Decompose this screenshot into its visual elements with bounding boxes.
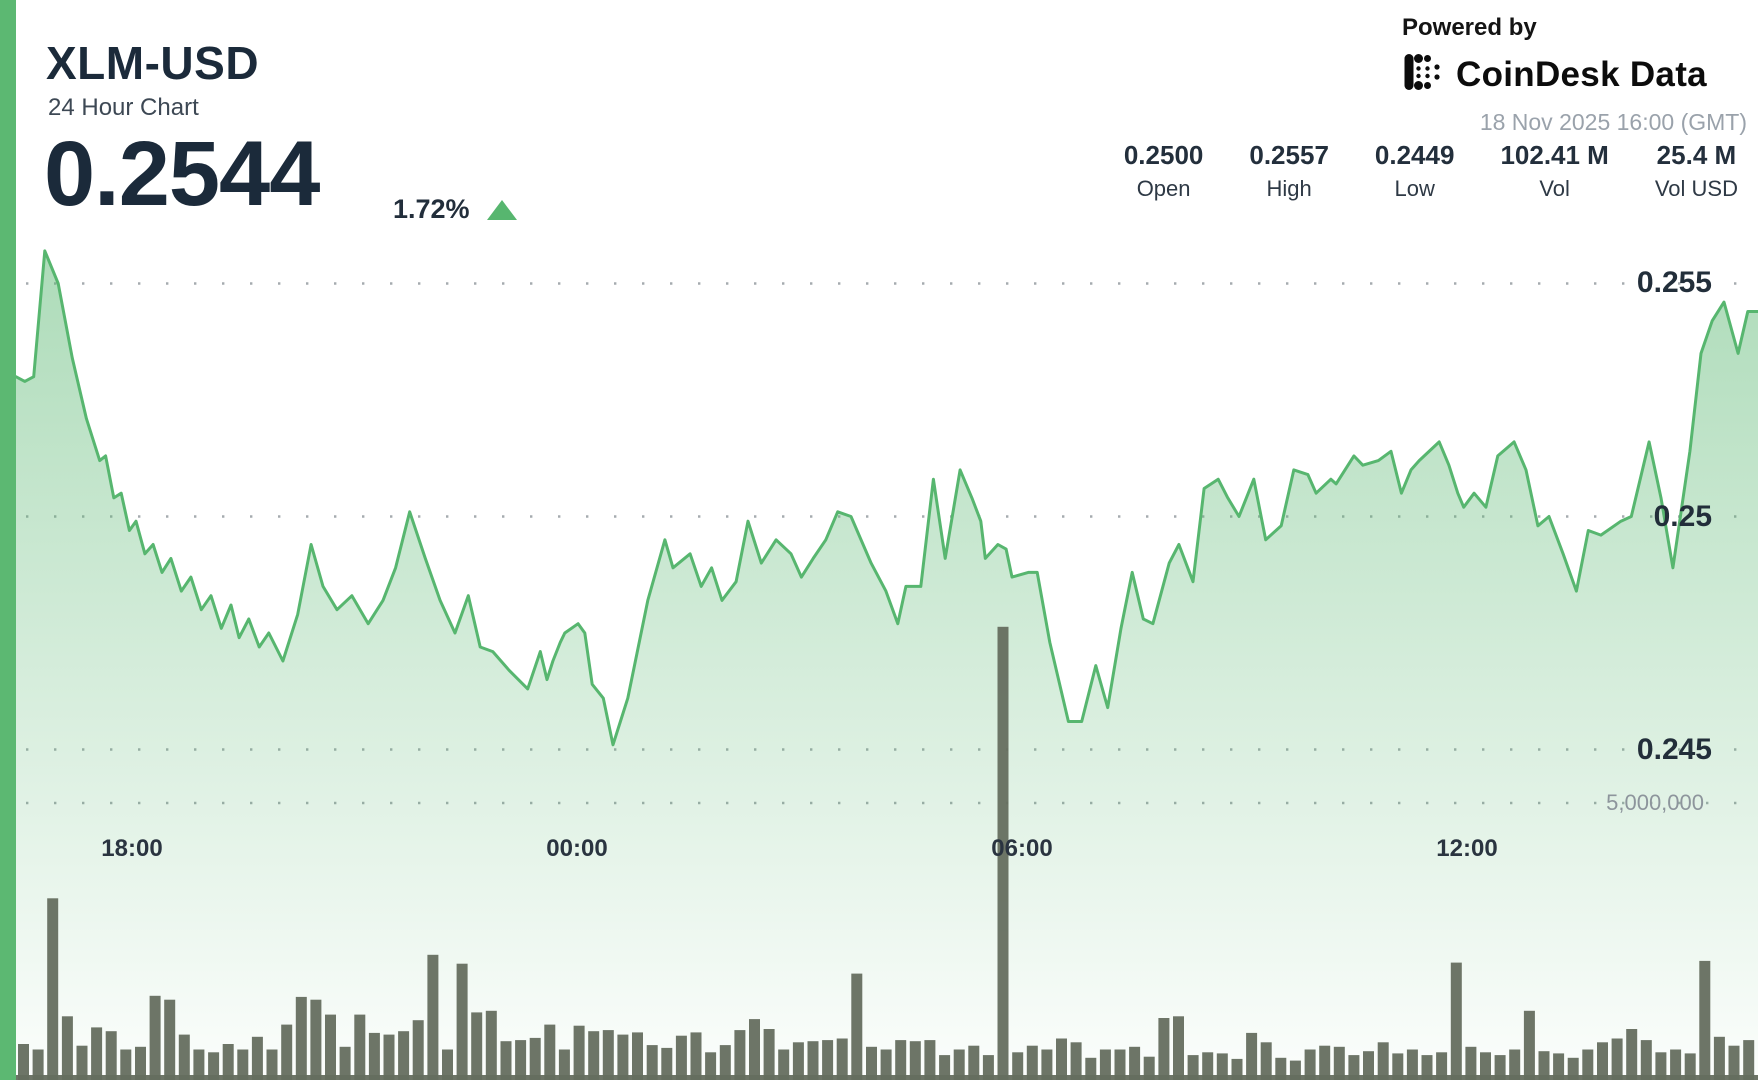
stat-high: 0.2557 High [1249, 140, 1329, 202]
coindesk-logo-text: CoinDesk Data [1456, 54, 1707, 94]
stat-volume-usd-value: 25.4 M [1656, 140, 1737, 170]
y-axis-tick-0245: 0.245 [1636, 733, 1712, 766]
x-axis-tick-18: 18:00 [101, 835, 163, 862]
instrument-symbol: XLM-USD [46, 37, 260, 89]
stat-volume-usd-label: Vol USD [1654, 176, 1738, 201]
stat-low: 0.2449 Low [1375, 140, 1455, 202]
x-axis-tick-12: 12:00 [1436, 835, 1498, 862]
coindesk-logo: CoinDesk Data [1402, 50, 1747, 99]
x-axis-tick-06: 06:00 [991, 835, 1053, 862]
stat-high-label: High [1266, 176, 1312, 201]
y-axis-tick-0255: 0.255 [1636, 266, 1712, 299]
current-price: 0.2544 [44, 123, 320, 225]
change-percent: 1.72% [393, 194, 470, 224]
x-axis-tick-00: 00:00 [546, 835, 608, 862]
stat-low-value: 0.2449 [1374, 140, 1455, 170]
stat-volume-label: Vol [1539, 176, 1570, 201]
stat-high-value: 0.2557 [1249, 140, 1329, 170]
volume-axis-tick-5m: 5,000,000 [1606, 790, 1704, 815]
stat-volume: 102.41 M Vol [1500, 140, 1608, 202]
y-axis-tick-025: 0.25 [1653, 500, 1712, 533]
up-triangle-icon [487, 200, 517, 220]
powered-by-label: Powered by [1402, 14, 1537, 41]
data-timestamp: 18 Nov 2025 16:00 (GMT) [1479, 109, 1747, 135]
stat-volume-usd: 25.4 M Vol USD [1655, 140, 1738, 202]
stat-open-label: Open [1136, 176, 1191, 201]
branding-block: Powered by CoinDesk Data 18 [1402, 14, 1747, 136]
stat-low-label: Low [1394, 176, 1435, 201]
stat-open-value: 0.2500 [1123, 140, 1204, 170]
stat-volume-value: 102.41 M [1500, 140, 1609, 170]
ohlc-stats-row: 0.2500 Open 0.2557 High 0.2449 Low 102.4… [1124, 140, 1738, 202]
coindesk-dots-icon [1402, 50, 1446, 99]
left-accent-bar [0, 0, 16, 1080]
stat-open: 0.2500 Open [1124, 140, 1204, 202]
chart-subtitle: 24 Hour Chart [48, 94, 199, 121]
